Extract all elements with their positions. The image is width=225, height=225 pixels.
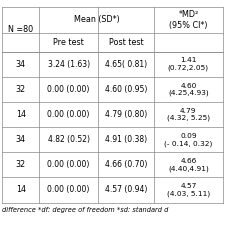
Text: 4.57
(4.03, 5.11): 4.57 (4.03, 5.11): [167, 183, 210, 197]
Text: 1.41
(0.72,2.05): 1.41 (0.72,2.05): [168, 57, 209, 71]
Text: N =80: N =80: [8, 25, 33, 34]
Text: 14: 14: [16, 110, 26, 119]
Text: 4.60
(4.25,4.93): 4.60 (4.25,4.93): [168, 83, 209, 96]
Text: 4.66
(4.40,4.91): 4.66 (4.40,4.91): [168, 158, 209, 172]
Text: 0.09
(- 0.14, 0.32): 0.09 (- 0.14, 0.32): [164, 133, 213, 146]
Text: Mean (SD*): Mean (SD*): [74, 15, 120, 24]
Text: 4.91 (0.38): 4.91 (0.38): [105, 135, 147, 144]
Text: 0.00 (0.00): 0.00 (0.00): [47, 160, 90, 169]
Text: 32: 32: [16, 85, 26, 94]
Text: 4.82 (0.52): 4.82 (0.52): [48, 135, 90, 144]
Text: 4.57 (0.94): 4.57 (0.94): [105, 185, 147, 194]
Text: Post test: Post test: [109, 38, 143, 47]
Text: 0.00 (0.00): 0.00 (0.00): [47, 185, 90, 194]
Text: 0.00 (0.00): 0.00 (0.00): [47, 85, 90, 94]
Text: 3.24 (1.63): 3.24 (1.63): [47, 60, 90, 69]
Text: 4.65( 0.81): 4.65( 0.81): [105, 60, 147, 69]
Text: 4.79
(4.32, 5.25): 4.79 (4.32, 5.25): [167, 108, 210, 122]
Text: 4.79 (0.80): 4.79 (0.80): [105, 110, 147, 119]
Text: 4.60 (0.95): 4.60 (0.95): [105, 85, 147, 94]
Text: 34: 34: [16, 60, 26, 69]
Text: difference *df: degree of freedom *sd: standard d: difference *df: degree of freedom *sd: s…: [2, 207, 169, 213]
Text: Pre test: Pre test: [53, 38, 84, 47]
Text: *MD²
(95% CI*): *MD² (95% CI*): [169, 10, 208, 29]
Text: 34: 34: [16, 135, 26, 144]
Text: 0.00 (0.00): 0.00 (0.00): [47, 110, 90, 119]
Text: 14: 14: [16, 185, 26, 194]
Text: 4.66 (0.70): 4.66 (0.70): [105, 160, 147, 169]
Text: 32: 32: [16, 160, 26, 169]
